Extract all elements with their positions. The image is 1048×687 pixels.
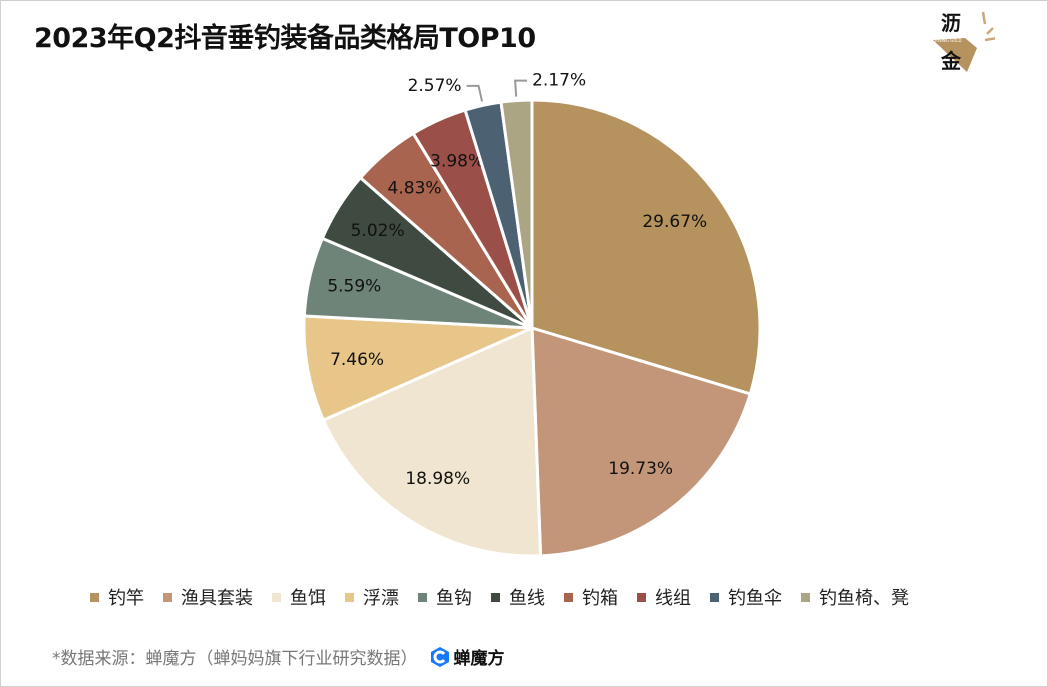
brand-logo: 蝉魔方 xyxy=(430,644,505,669)
brand-name: 蝉魔方 xyxy=(453,649,505,669)
legend-item-9: 钓鱼椅、凳 xyxy=(801,584,909,610)
legend-item-8: 钓鱼伞 xyxy=(710,584,782,610)
data-label-6: 4.83% xyxy=(388,178,442,198)
legend-item-4: 鱼钩 xyxy=(418,584,472,610)
pie-slice-0 xyxy=(530,98,762,396)
pie-slice-9 xyxy=(499,98,534,329)
logo-text-bottom: 金 xyxy=(940,49,962,73)
legend-swatch xyxy=(637,592,646,602)
legend-label: 线组 xyxy=(655,588,691,609)
footer: *数据来源：蝉魔方（蝉妈妈旗下行业研究数据） 蝉魔方 xyxy=(52,644,505,669)
legend-swatch xyxy=(491,592,500,602)
pie-slice-3 xyxy=(302,314,533,423)
legend-item-1: 渔具套装 xyxy=(163,584,253,610)
legend: 钓竿 渔具套装 鱼饵 浮漂 鱼钩 鱼线 钓箱 线组 钓鱼伞 钓鱼椅、凳 xyxy=(90,584,928,610)
legend-swatch xyxy=(163,592,172,602)
data-label-8: 2.57% xyxy=(408,76,462,96)
chart-title: 2023年Q2抖音垂钓装备品类格局TOP10 xyxy=(34,23,536,54)
logo: 沥 RISING GOLD 金 xyxy=(933,11,995,73)
logo-text-top: 沥 xyxy=(941,11,961,35)
data-label-1: 19.73% xyxy=(608,459,673,479)
legend-label: 渔具套装 xyxy=(181,588,253,609)
source-note: *数据来源：蝉魔方（蝉妈妈旗下行业研究数据） xyxy=(52,649,418,669)
legend-item-2: 鱼饵 xyxy=(272,584,326,610)
leader-line-8 xyxy=(466,84,484,102)
legend-label: 钓鱼伞 xyxy=(728,588,782,609)
legend-label: 钓竿 xyxy=(108,588,144,609)
legend-label: 鱼线 xyxy=(509,588,545,609)
logo-subtext: RISING GOLD xyxy=(935,38,962,43)
pie-slice-1 xyxy=(530,325,753,558)
legend-item-7: 线组 xyxy=(637,584,691,610)
legend-item-3: 浮漂 xyxy=(345,584,399,610)
brand-hexagon-icon xyxy=(430,646,449,667)
legend-item-0: 钓竿 xyxy=(90,584,144,610)
legend-swatch xyxy=(272,592,281,602)
leader-line-9 xyxy=(514,79,528,97)
legend-label: 鱼钩 xyxy=(436,588,472,609)
legend-label: 鱼饵 xyxy=(290,588,326,609)
legend-swatch xyxy=(710,592,719,602)
data-label-4: 5.59% xyxy=(327,277,381,297)
legend-label: 钓鱼椅、凳 xyxy=(819,588,909,609)
legend-swatch xyxy=(801,592,810,602)
data-label-2: 18.98% xyxy=(405,469,470,489)
data-label-0: 29.67% xyxy=(642,212,707,232)
data-label-7: 3.98% xyxy=(430,152,484,172)
pie-slice-2 xyxy=(321,325,543,558)
legend-label: 浮漂 xyxy=(363,588,399,609)
data-label-5: 5.02% xyxy=(351,221,405,241)
legend-label: 钓箱 xyxy=(582,588,618,609)
legend-item-5: 鱼线 xyxy=(491,584,545,610)
legend-item-6: 钓箱 xyxy=(564,584,618,610)
legend-swatch xyxy=(345,592,354,602)
legend-swatch xyxy=(564,592,573,602)
legend-swatch xyxy=(90,592,99,602)
data-label-9: 2.17% xyxy=(532,71,586,91)
data-label-3: 7.46% xyxy=(330,350,384,370)
legend-swatch xyxy=(418,592,427,602)
